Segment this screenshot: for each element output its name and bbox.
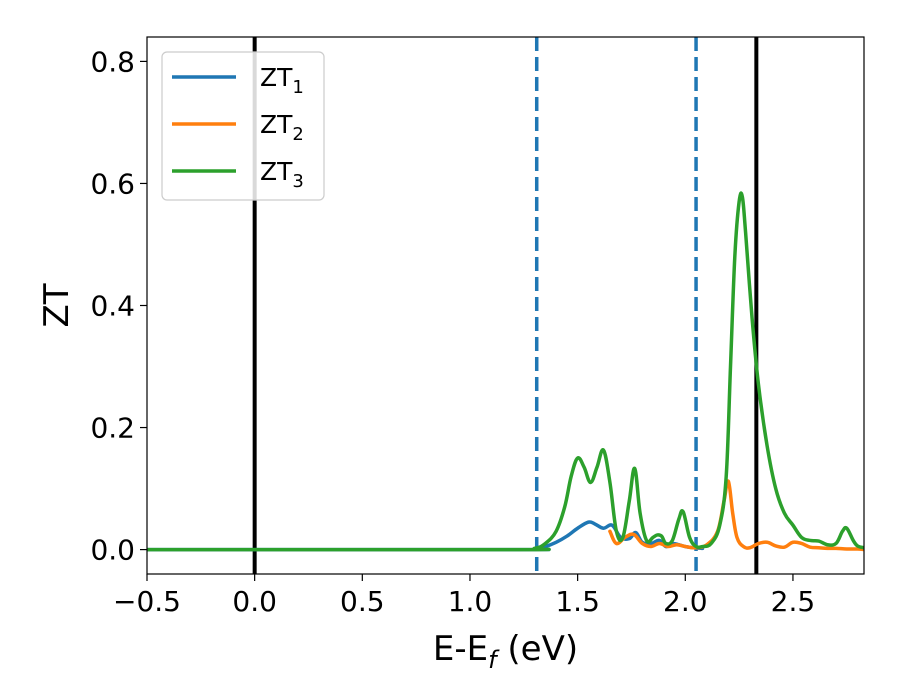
y-tick-label: 0.4 <box>90 290 135 323</box>
legend-entry-zt2: ZT2 <box>260 110 304 145</box>
x-tick-label: −0.5 <box>113 585 181 618</box>
y-axis-label: ZT <box>37 283 77 327</box>
x-axis-ticks: −0.5 0.0 0.5 1.0 1.5 2.0 2.5 <box>113 574 815 618</box>
y-tick-label: 0.8 <box>90 45 135 78</box>
x-tick-label: 2.0 <box>663 585 708 618</box>
legend-box <box>161 51 325 201</box>
x-tick-label: 0.0 <box>232 585 277 618</box>
y-axis-ticks: 0.0 0.2 0.4 0.6 0.8 <box>90 45 147 567</box>
legend: ZT1 ZT2 ZT3 <box>161 51 325 201</box>
chart-series-group <box>147 191 864 552</box>
x-tick-label: 0.5 <box>340 585 385 618</box>
legend-entry-zt1: ZT1 <box>260 63 304 98</box>
y-tick-label: 0.0 <box>90 534 135 567</box>
series-line-zt3 <box>147 191 864 552</box>
series-line-zt2 <box>608 479 864 552</box>
x-axis-label: E-Ef (eV) <box>433 629 578 674</box>
y-tick-label: 0.2 <box>90 412 135 445</box>
x-tick-label: 1.5 <box>555 585 600 618</box>
vertical-reference-lines <box>252 37 759 574</box>
legend-entry-zt3: ZT3 <box>260 157 304 192</box>
x-tick-label: 2.5 <box>771 585 816 618</box>
y-tick-label: 0.6 <box>90 167 135 200</box>
x-tick-label: 1.0 <box>448 585 493 618</box>
